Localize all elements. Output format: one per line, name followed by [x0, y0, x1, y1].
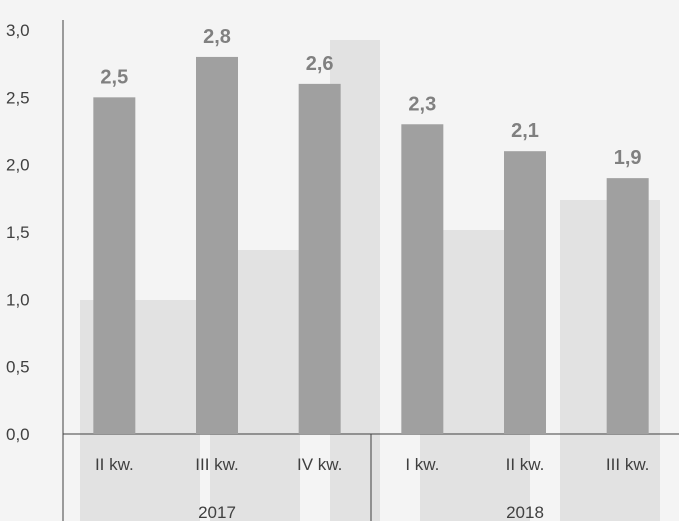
data-label: 2,5	[100, 66, 128, 88]
data-label: 1,9	[614, 147, 642, 169]
bar	[298, 83, 341, 434]
x-tick-label: III kw.	[195, 455, 238, 474]
y-tick-label: 0,0	[6, 425, 30, 444]
data-label: 2,6	[306, 53, 334, 75]
data-label: 2,3	[408, 93, 436, 115]
y-tick-label: 3,0	[6, 21, 30, 40]
y-tick-label: 1,5	[6, 223, 30, 242]
data-label: 2,8	[203, 26, 231, 48]
x-group-label: 2017	[198, 503, 236, 521]
data-label: 2,1	[511, 120, 539, 142]
bar	[93, 97, 136, 434]
bar	[196, 56, 238, 434]
bar	[401, 124, 444, 435]
background-construction-photo	[80, 40, 660, 521]
y-tick-label: 0,5	[6, 358, 30, 377]
x-group-label: 2018	[506, 503, 544, 521]
x-tick-label: IV kw.	[297, 455, 342, 474]
y-tick-label: 1,0	[6, 290, 30, 309]
x-tick-label: III kw.	[606, 455, 649, 474]
y-tick-label: 2,5	[6, 88, 30, 107]
bar	[606, 178, 649, 434]
bar	[504, 151, 546, 434]
y-tick-label: 2,0	[6, 156, 30, 175]
x-tick-label: I kw.	[405, 455, 439, 474]
x-tick-label: II kw.	[95, 455, 134, 474]
x-tick-label: II kw.	[506, 455, 545, 474]
